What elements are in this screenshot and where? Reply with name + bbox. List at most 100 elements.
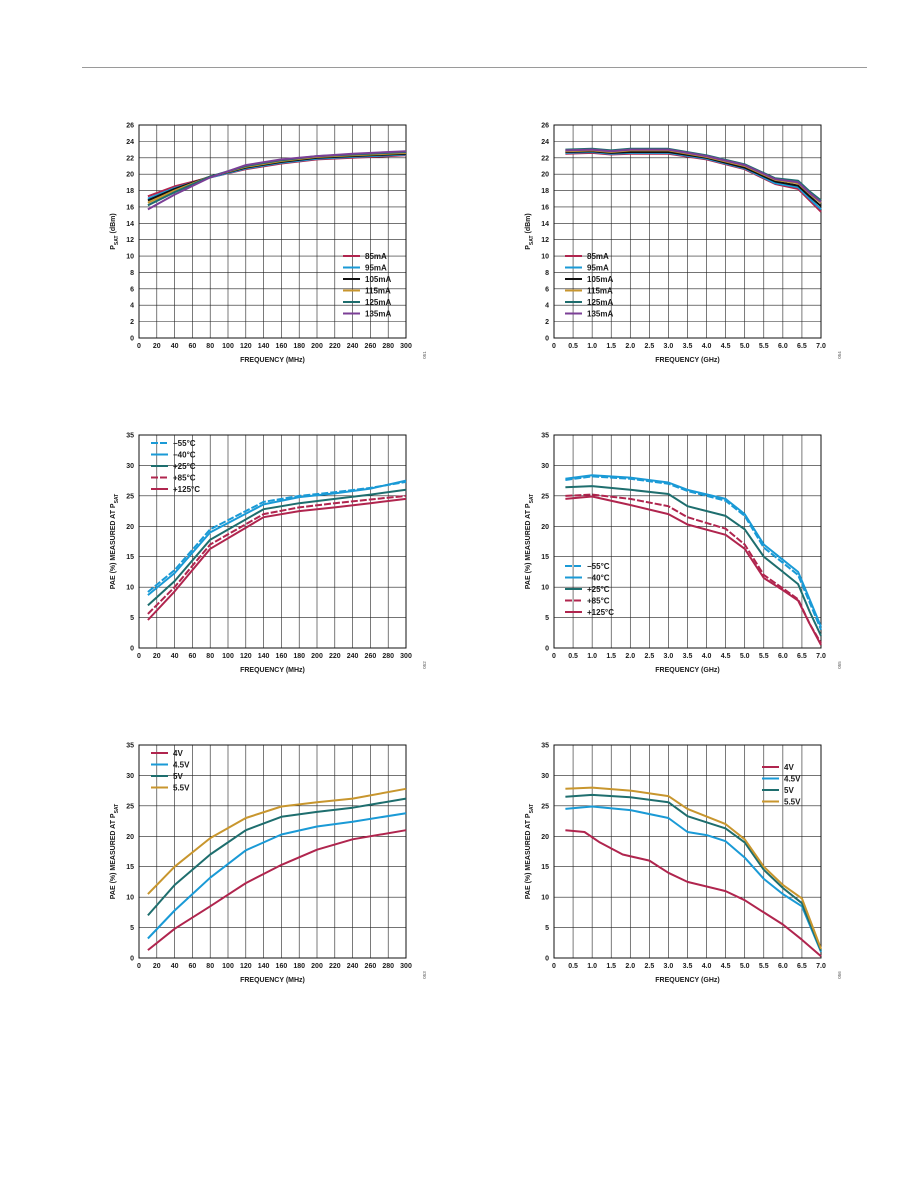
y-tick-label: 12 [126,237,134,244]
x-tick-label: 2.5 [644,653,654,660]
x-tick-label: 4.0 [702,653,712,660]
series-line [565,148,822,203]
legend-label: 5V [173,772,183,781]
x-tick-label: 5.0 [740,963,750,970]
y-tick-label: 0 [130,646,134,653]
series-line [147,479,407,596]
x-tick-label: 20 [153,653,161,660]
x-tick-label: 0 [137,653,141,660]
y-tick-label: 8 [130,270,134,277]
x-tick-label: 5.0 [740,343,750,350]
y-tick-label: 0 [545,646,549,653]
y-tick-label: 15 [541,864,549,871]
x-tick-label: 200 [311,653,323,660]
x-tick-label: 160 [276,963,288,970]
y-tick-label: 5 [545,615,549,622]
x-tick-label: 240 [347,653,359,660]
figure-id: 052 [422,661,427,669]
x-tick-label: 220 [329,963,341,970]
series-line [565,793,822,952]
x-tick-label: 0.5 [568,963,578,970]
x-tick-label: 280 [382,343,394,350]
legend-label: 125mA [587,298,613,307]
y-tick-label: 0 [545,956,549,963]
y-tick-label: 16 [541,204,549,211]
x-tick-label: 140 [258,653,270,660]
x-axis-label: FREQUENCY (GHz) [655,357,719,364]
x-tick-label: 60 [189,963,197,970]
x-tick-label: 6.0 [778,343,788,350]
series-line [565,805,822,953]
series-line [147,829,407,951]
legend-label: +85°C [173,474,196,483]
y-tick-label: 15 [126,554,134,561]
x-tick-label: 260 [365,963,377,970]
y-tick-label: 20 [541,172,549,179]
y-axis-label: PSAT (dBm) [110,213,120,249]
legend-label: 4.5V [784,775,801,784]
y-tick-label: 18 [126,188,134,195]
y-tick-label: 5 [130,615,134,622]
x-tick-label: 5.0 [740,653,750,660]
x-tick-label: 220 [329,343,341,350]
x-tick-label: 240 [347,343,359,350]
legend-label: +25°C [587,585,610,594]
x-tick-label: 40 [171,653,179,660]
header-rule [82,67,867,68]
y-tick-label: 35 [126,743,134,750]
x-tick-label: 60 [189,343,197,350]
x-axis-label: FREQUENCY (GHz) [655,977,719,984]
x-tick-label: 0 [137,343,141,350]
x-tick-label: 3.0 [664,653,674,660]
legend-label: 5V [784,786,794,795]
y-tick-label: 24 [541,139,549,146]
x-tick-label: 120 [240,963,252,970]
x-tick-label: 4.5 [721,963,731,970]
x-tick-label: 5.5 [759,653,769,660]
x-tick-label: 100 [222,343,234,350]
x-tick-label: 6.0 [778,963,788,970]
x-tick-label: 160 [276,653,288,660]
legend-label: 4.5V [173,761,190,770]
legend-label: +25°C [173,462,196,471]
x-tick-label: 2.5 [644,343,654,350]
x-axis-label: FREQUENCY (MHz) [240,667,305,674]
x-tick-label: 120 [240,653,252,660]
y-tick-label: 10 [541,585,549,592]
y-tick-label: 20 [541,524,549,531]
y-tick-label: 0 [545,336,549,343]
grid [138,124,407,339]
y-tick-label: 25 [541,493,549,500]
y-tick-label: 4 [130,303,134,310]
x-tick-label: 3.5 [683,653,693,660]
x-tick-label: 20 [153,343,161,350]
y-tick-label: 22 [126,155,134,162]
y-tick-label: 30 [126,463,134,470]
legend-label: 115mA [365,287,391,296]
y-tick-label: 25 [126,493,134,500]
legend-label: −40°C [173,451,196,460]
y-tick-label: 15 [541,554,549,561]
y-tick-label: 6 [130,286,134,293]
x-tick-label: 260 [365,653,377,660]
y-axis-label: PAE (%) MEASURED AT PSAT [525,804,535,899]
legend-label: 135mA [587,310,613,319]
legend: 85mA 95mA 105mA 115mA 125mA 135mA [343,252,391,319]
x-tick-label: 180 [293,343,305,350]
x-tick-label: 6.5 [797,963,807,970]
x-tick-label: 4.0 [702,343,712,350]
x-tick-label: 7.0 [816,343,826,350]
x-tick-label: 3.5 [683,963,693,970]
x-tick-label: 80 [206,343,214,350]
plot-frame [138,744,407,959]
y-tick-label: 10 [126,254,134,261]
x-tick-label: 0 [552,963,556,970]
x-tick-label: 300 [400,343,412,350]
legend-label: −40°C [587,574,610,583]
legend-label: 105mA [365,275,391,284]
plot-frame [553,434,822,649]
y-tick-label: 35 [541,743,549,750]
y-axis-label: PAE (%) MEASURED AT PSAT [525,494,535,589]
x-tick-label: 1.5 [606,653,616,660]
plot-frame [138,434,407,649]
